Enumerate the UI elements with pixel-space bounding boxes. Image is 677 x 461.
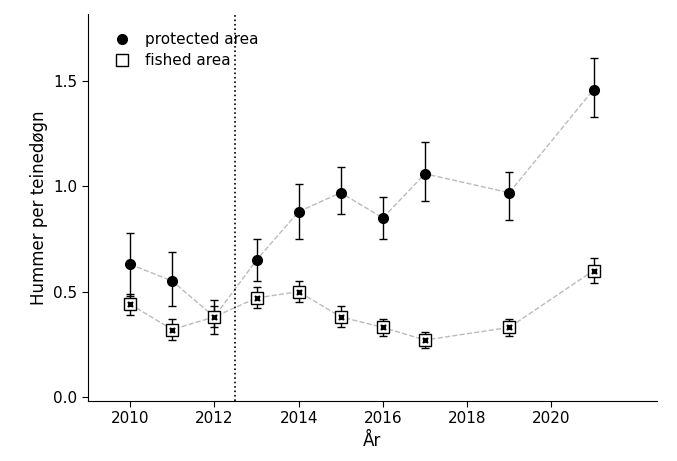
Legend: protected area, fished area: protected area, fished area — [100, 26, 264, 74]
Y-axis label: Hummer per teinedøgn: Hummer per teinedøgn — [30, 110, 48, 305]
X-axis label: År: År — [363, 432, 382, 450]
